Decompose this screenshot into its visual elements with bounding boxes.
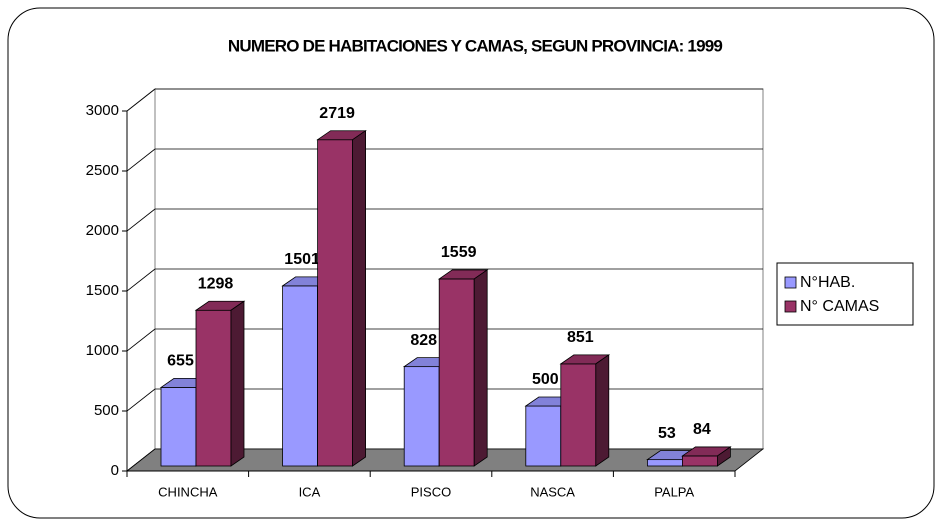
y-tick-label: 500 xyxy=(94,402,119,419)
bar-front xyxy=(682,455,718,467)
grid-line-side xyxy=(126,388,156,412)
bar-front xyxy=(403,366,440,467)
y-tick-label: 1000 xyxy=(86,342,119,359)
legend-box xyxy=(776,262,914,326)
y-tick-label: 3000 xyxy=(86,102,119,119)
grid-line-side xyxy=(126,268,156,292)
bar-front xyxy=(647,459,683,467)
data-label: 1559 xyxy=(441,244,477,261)
x-tick-label: ICA xyxy=(299,484,321,499)
bar-side xyxy=(595,354,610,467)
y-tick-label: 2000 xyxy=(86,222,119,239)
bar xyxy=(194,300,246,467)
x-tick-label: NASCA xyxy=(530,484,575,499)
y-tick-label: 2500 xyxy=(86,162,119,179)
grid-line-side xyxy=(126,208,156,232)
bar-side xyxy=(717,446,731,467)
bar-front xyxy=(282,285,319,467)
bar-side xyxy=(230,300,245,467)
x-tick-label: PISCO xyxy=(411,484,451,499)
legend: N°HAB. N° CAMAS xyxy=(776,262,914,326)
legend-swatch xyxy=(784,276,797,289)
data-label: 655 xyxy=(167,353,194,370)
bar xyxy=(681,446,732,467)
data-label: 500 xyxy=(532,371,559,388)
bar-front xyxy=(525,405,562,467)
data-label: 2719 xyxy=(319,105,355,122)
data-label: 851 xyxy=(567,329,594,346)
bar-side xyxy=(352,129,367,467)
legend-swatch xyxy=(784,300,797,313)
bar-front xyxy=(195,309,232,467)
bar-side xyxy=(473,269,488,467)
legend-label: N°HAB. xyxy=(800,274,855,291)
data-label: 84 xyxy=(693,421,711,438)
y-tick-label: 1500 xyxy=(86,282,119,299)
y-tick-label: 0 xyxy=(111,462,119,479)
legend-label: N° CAMAS xyxy=(800,298,879,315)
bar-front xyxy=(560,363,597,467)
x-tick-label: PALPA xyxy=(654,484,694,499)
grid-line-side xyxy=(126,88,156,112)
data-label: 1298 xyxy=(198,275,234,292)
bar xyxy=(559,354,611,467)
grid-line-side xyxy=(126,328,156,352)
grid-line-side xyxy=(126,148,156,172)
data-label: 1501 xyxy=(284,251,320,268)
data-label: 53 xyxy=(658,425,676,442)
bar xyxy=(316,129,367,467)
bar-front xyxy=(317,139,354,467)
bar-front xyxy=(160,386,197,467)
bar xyxy=(437,269,489,467)
x-tick-label: CHINCHA xyxy=(158,484,218,499)
bar-front xyxy=(438,278,475,467)
chart-title: NUMERO DE HABITACIONES Y CAMAS, SEGUN PR… xyxy=(228,36,722,55)
data-label: 828 xyxy=(410,332,437,349)
